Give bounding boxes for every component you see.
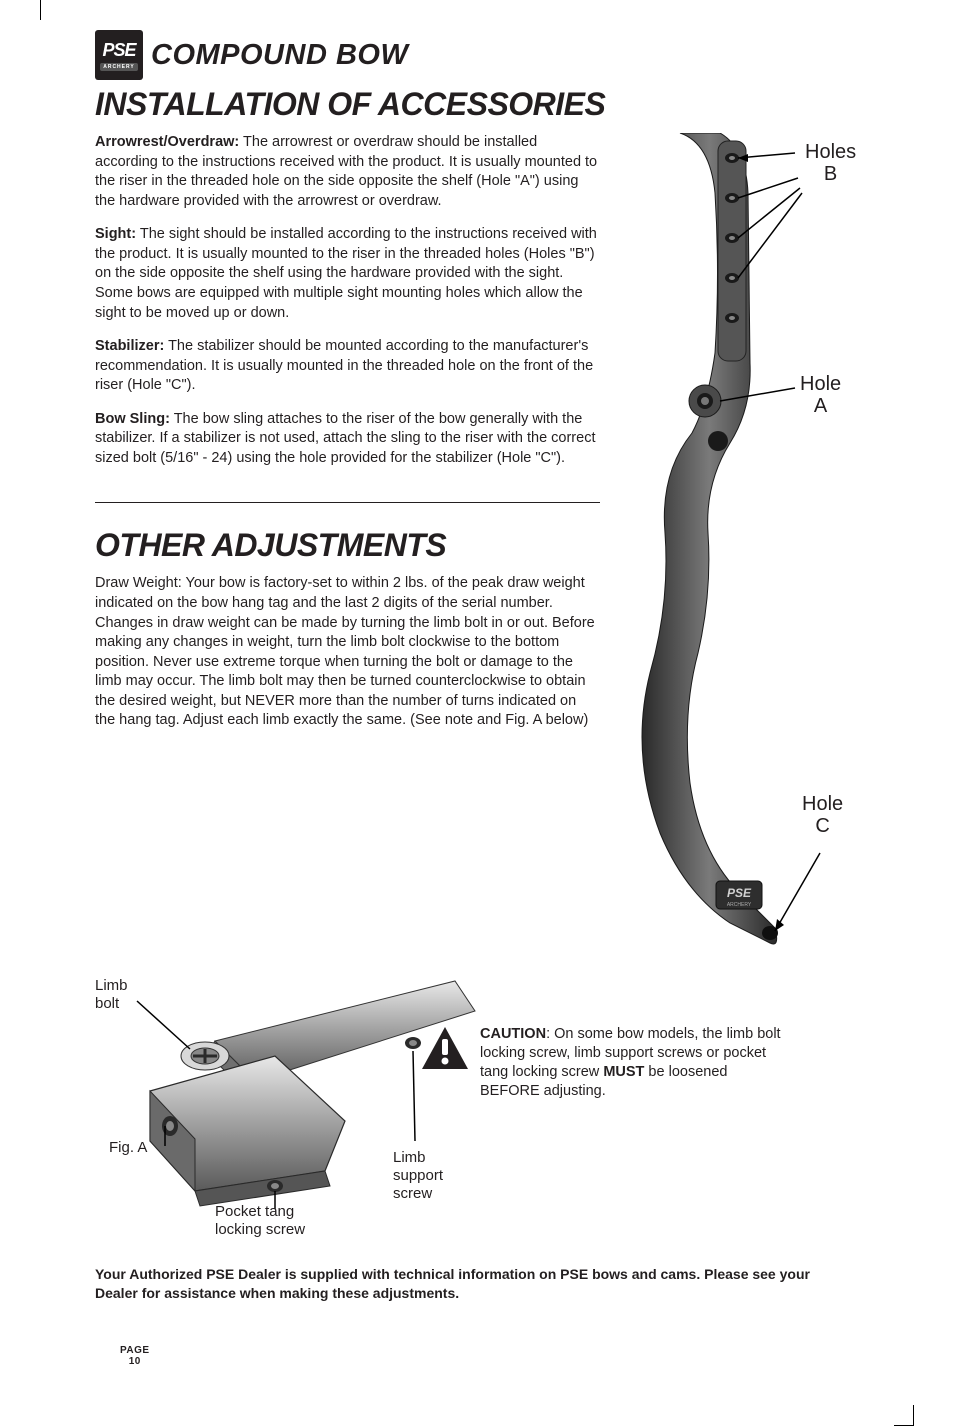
para-bowsling: Bow Sling: The bow sling attaches to the…: [95, 410, 600, 469]
label-limb-bolt: Limbbolt: [95, 977, 128, 1013]
right-column: PSE ARCHERY HolesB HoleA HoleC: [620, 133, 880, 963]
para-sight-bold: Sight:: [95, 226, 136, 242]
logo-subtext: ARCHERY: [100, 63, 138, 71]
warning-icon: [420, 1025, 470, 1071]
para-drawweight: Draw Weight: Your bow is factory-set to …: [95, 574, 600, 731]
caution-bold2: MUST: [603, 1064, 644, 1080]
para-bowsling-text: The bow sling attaches to the riser of t…: [95, 411, 595, 466]
label-hole-c: HoleC: [802, 793, 843, 837]
label-hole-a: HoleA: [800, 373, 841, 417]
footer-note: Your Authorized PSE Dealer is supplied w…: [95, 1265, 815, 1303]
label-limb-support: Limbsupportscrew: [393, 1149, 443, 1203]
brand-title: COMPOUND BOW: [151, 39, 408, 72]
riser-figure: PSE ARCHERY HolesB HoleA HoleC: [620, 133, 880, 963]
para-arrowrest: Arrowrest/Overdraw: The arrowrest or ove…: [95, 133, 600, 211]
section2-heading: OTHER ADJUSTMENTS: [95, 527, 600, 564]
crop-mark-bottom-right: [894, 1405, 914, 1425]
left-column: Arrowrest/Overdraw: The arrowrest or ove…: [95, 133, 600, 963]
caution-block: CAUTION: On some bow models, the limb bo…: [420, 1025, 790, 1100]
label-pocket-tang: Pocket tanglocking screw: [215, 1203, 305, 1239]
page-label: PAGE: [120, 1345, 150, 1356]
two-column-layout: Arrowrest/Overdraw: The arrowrest or ove…: [95, 133, 880, 963]
fig-a-wrap: Limbbolt Fig. A Pocket tanglocking screw…: [95, 971, 525, 1231]
section-divider: [95, 502, 600, 503]
crop-mark-top-left: [40, 0, 60, 20]
riser-svg: PSE ARCHERY: [620, 133, 880, 963]
label-holes-b: HolesB: [805, 141, 856, 185]
para-stabilizer-text: The stabilizer should be mounted accordi…: [95, 338, 593, 393]
brand-header: PSE ARCHERY COMPOUND BOW: [95, 30, 880, 80]
label-fig-a: Fig. A: [109, 1139, 147, 1157]
svg-text:PSE: PSE: [727, 886, 752, 900]
para-bowsling-bold: Bow Sling:: [95, 411, 170, 427]
para-stabilizer-bold: Stabilizer:: [95, 338, 164, 354]
para-stabilizer: Stabilizer: The stabilizer should be mou…: [95, 337, 600, 396]
para-sight: Sight: The sight should be installed acc…: [95, 225, 600, 323]
page-number: PAGE 10: [120, 1345, 150, 1367]
fig-a-svg: [95, 971, 525, 1231]
para-sight-text: The sight should be installed according …: [95, 226, 597, 320]
logo-text: PSE: [102, 40, 135, 61]
para-arrowrest-bold: Arrowrest/Overdraw:: [95, 134, 239, 150]
svg-text:ARCHERY: ARCHERY: [727, 902, 752, 908]
page-num-value: 10: [129, 1356, 141, 1367]
caution-bold1: CAUTION: [480, 1026, 546, 1042]
caution-text: CAUTION: On some bow models, the limb bo…: [480, 1025, 790, 1100]
section1-heading: INSTALLATION OF ACCESSORIES: [95, 86, 880, 123]
pse-logo-icon: PSE ARCHERY: [95, 30, 143, 80]
